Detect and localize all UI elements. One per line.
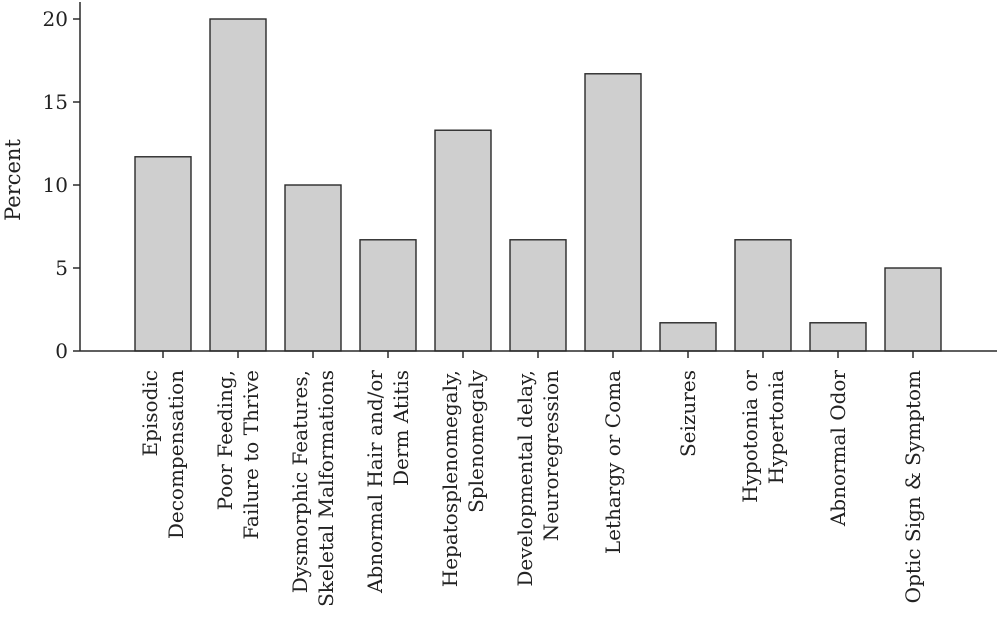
y-tick-label: 10 xyxy=(43,173,68,197)
x-tick-label: Decompensation xyxy=(164,370,188,539)
bar xyxy=(809,322,867,352)
x-tick-label: Lethargy or Coma xyxy=(601,370,625,554)
x-tick-label: Hepatosplenomegaly, xyxy=(438,370,462,587)
x-tick-label: Developmental delay, xyxy=(513,370,537,587)
x-tick-label: Dysmorphic Features, xyxy=(288,370,312,593)
bar xyxy=(134,156,192,352)
x-tick-label: Abnormal Hair and/or xyxy=(363,370,387,594)
bar xyxy=(734,239,792,352)
bar xyxy=(509,239,567,352)
x-tick-label: Episodic xyxy=(138,370,162,457)
bar xyxy=(584,73,642,352)
x-tick-label: Optic Sign & Symptom xyxy=(901,370,925,603)
x-tick-label: Seizures xyxy=(676,370,700,457)
x-tick-label: Poor Feeding, xyxy=(213,370,237,510)
bar xyxy=(884,267,942,352)
x-tick-label: Skeletal Malformations xyxy=(314,370,338,607)
x-tick-label: Derm Atitis xyxy=(389,370,413,486)
x-tick-label: Failure to Thrive xyxy=(239,370,263,540)
y-tick-label: 5 xyxy=(55,256,68,280)
bar xyxy=(284,184,342,352)
bar xyxy=(659,322,717,352)
y-tick-label: 15 xyxy=(43,90,68,114)
x-tick-label: Neuroregression xyxy=(539,370,563,541)
x-tick-label: Abnormal Odor xyxy=(826,370,850,528)
y-axis: 0 5 10 15 20 xyxy=(43,7,80,363)
x-tick-label: Splenomegaly xyxy=(464,369,488,513)
y-tick-label: 0 xyxy=(55,339,68,363)
y-axis-title: Percent xyxy=(1,139,25,221)
x-tick-label: Hypotonia or xyxy=(738,370,762,503)
bars xyxy=(134,18,942,358)
bar xyxy=(434,129,492,352)
x-axis-labels: Episodic Decompensation Poor Feeding, Failu… xyxy=(138,369,925,607)
x-tick-label: Hypertonia xyxy=(764,370,788,484)
bar xyxy=(209,18,267,352)
bar xyxy=(359,239,417,352)
y-tick-label: 20 xyxy=(43,7,68,31)
